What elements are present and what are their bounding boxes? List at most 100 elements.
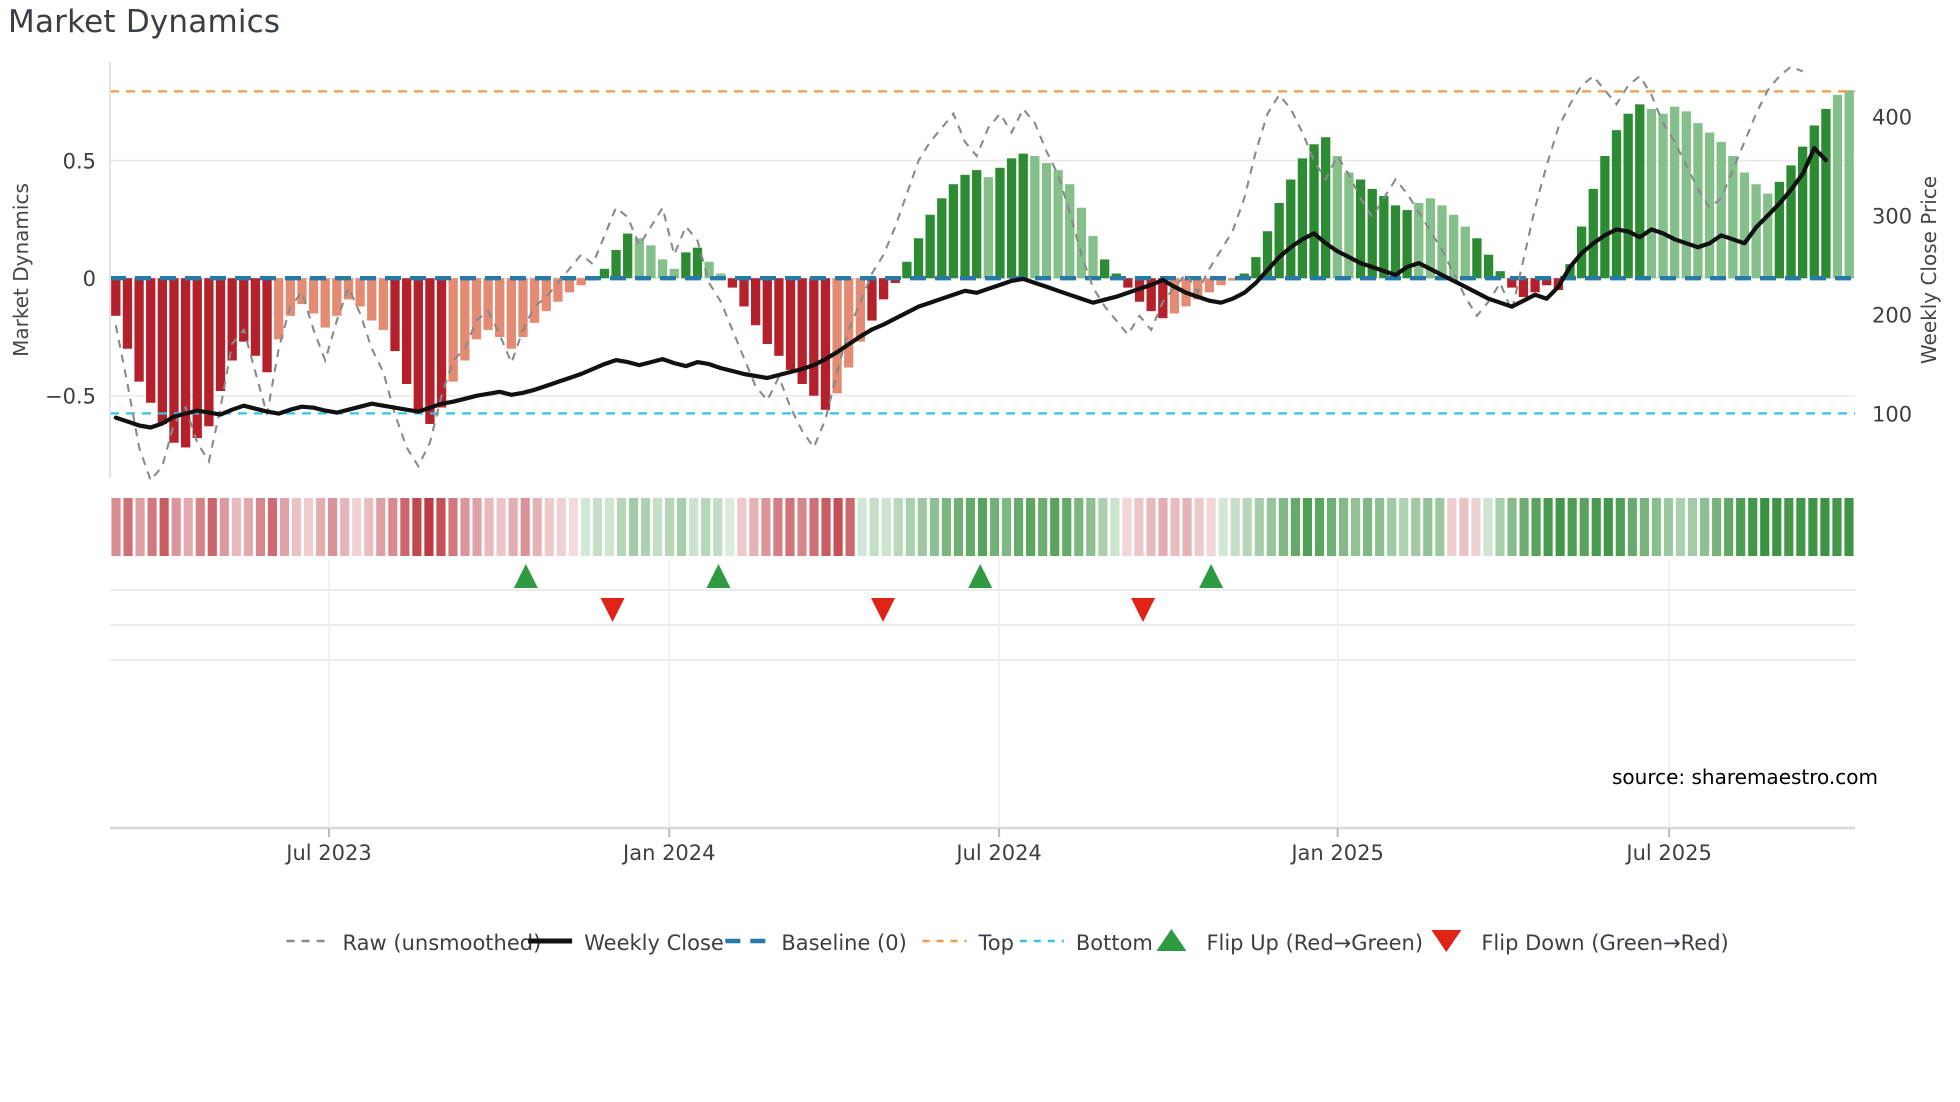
dynamics-bar [1227, 278, 1238, 281]
legend-label: Raw (unsmoothed) [343, 931, 542, 955]
heatmap-cell [171, 498, 181, 556]
dynamics-bar [1728, 156, 1738, 279]
dynamics-bar [809, 278, 819, 396]
dynamics-bar [1658, 113, 1668, 279]
dynamics-bar [1693, 123, 1703, 279]
dynamics-bar [495, 278, 505, 337]
dynamics-bar [425, 278, 435, 424]
heatmap-cell [484, 498, 494, 556]
legend-item[interactable]: Baseline (0) [725, 931, 907, 955]
heatmap-cell [785, 498, 795, 556]
dynamics-bar [867, 278, 877, 321]
heatmap-cell [941, 498, 951, 556]
dynamics-bar [239, 278, 249, 342]
dynamics-bar [1123, 278, 1133, 288]
heatmap-cell [965, 498, 976, 556]
dynamics-bar [215, 278, 226, 392]
dynamics-bar [1065, 184, 1075, 279]
dynamics-bar [634, 238, 644, 279]
dynamics-bar [681, 252, 691, 279]
dynamics-bar [1600, 156, 1610, 279]
heatmap-cell [821, 498, 831, 556]
dynamics-bar [774, 278, 784, 356]
left-tick-label: −0.5 [45, 385, 96, 409]
heatmap-cell [400, 498, 410, 556]
dynamics-bar [1146, 278, 1156, 312]
dynamics-bar [471, 278, 482, 340]
dynamics-bar [448, 278, 458, 382]
heatmap-cell [701, 498, 711, 556]
heatmap-cell [604, 498, 615, 556]
heatmap-cell [773, 498, 783, 556]
flip-up-marker[interactable] [968, 564, 993, 588]
left-tick-label: 0.5 [63, 150, 96, 174]
dynamics-bar [1530, 278, 1540, 293]
heatmap-cell [1844, 498, 1854, 556]
heatmap-cell [1350, 498, 1361, 556]
legend-item[interactable]: Raw (unsmoothed) [286, 931, 542, 955]
dynamics-bar [1321, 137, 1331, 279]
heatmap-cell [159, 498, 169, 556]
heatmap-cell [376, 498, 386, 556]
dynamics-bar [1169, 278, 1180, 314]
dynamics-bar [948, 184, 959, 279]
legend-item[interactable]: Bottom [1019, 931, 1153, 955]
dynamics-bar [611, 250, 621, 279]
heatmap-cell [195, 498, 205, 556]
dynamics-bar [902, 261, 912, 279]
heatmap-cell [1062, 498, 1072, 556]
heatmap-cell [340, 498, 350, 556]
heatmap-cell [1507, 498, 1517, 556]
heatmap-cell [989, 498, 1000, 556]
dynamics-bar [146, 278, 156, 403]
heatmap-cell [917, 498, 927, 556]
dynamics-bar [483, 278, 493, 330]
heatmap-cell [809, 498, 819, 556]
dynamics-bar [1402, 210, 1412, 279]
dynamics-bar [413, 278, 423, 410]
legend-item[interactable]: Flip Up (Red→Green) [1156, 929, 1423, 955]
legend-item[interactable]: Weekly Close [528, 931, 724, 955]
dynamics-bar [1786, 165, 1796, 279]
dynamics-bar [1681, 111, 1691, 279]
heatmap-cell [1363, 498, 1373, 556]
heatmap-cell [1784, 498, 1794, 556]
dynamics-bar [669, 268, 679, 279]
heatmap-cell [797, 498, 807, 556]
dynamics-bar [739, 278, 749, 307]
dynamics-bar [460, 278, 470, 361]
dynamics-bar [1355, 179, 1366, 279]
legend-item[interactable]: Top [922, 931, 1014, 955]
dynamics-bar [1332, 156, 1342, 279]
heatmap-cell [580, 498, 590, 556]
dynamics-bar [972, 170, 982, 279]
flip-up-marker[interactable] [513, 564, 538, 588]
dynamics-bar [285, 278, 295, 316]
flip-markers-layer [110, 564, 1855, 661]
heatmap-cell [279, 498, 290, 556]
flip-down-marker[interactable] [1131, 598, 1156, 622]
dynamics-bar [518, 278, 528, 337]
dynamics-bar [1437, 205, 1447, 279]
flip-down-marker[interactable] [871, 598, 896, 622]
heatmap-cell [183, 498, 193, 556]
dynamics-bar [204, 278, 214, 427]
dynamics-bar [1367, 188, 1377, 279]
dynamics-bar [1844, 90, 1854, 279]
heatmap-cell [1651, 498, 1662, 556]
heatmap-cell [1110, 498, 1120, 556]
dynamics-bar [564, 278, 575, 293]
legend-item[interactable]: Flip Down (Green→Red) [1431, 930, 1729, 955]
flip-down-marker[interactable] [600, 598, 625, 622]
heatmap-cell [1687, 498, 1698, 556]
flip-up-marker[interactable] [706, 564, 731, 588]
heatmap-cell [267, 498, 278, 556]
dynamics-bar [355, 278, 365, 307]
dynamics-bar [623, 233, 633, 279]
dynamics-bar [1739, 172, 1750, 279]
dynamics-bar [1088, 235, 1098, 279]
dynamics-bar [1460, 226, 1470, 279]
heatmap-cell [1627, 498, 1637, 556]
dynamics-bar [1158, 278, 1168, 319]
flip-up-marker[interactable] [1199, 564, 1224, 588]
